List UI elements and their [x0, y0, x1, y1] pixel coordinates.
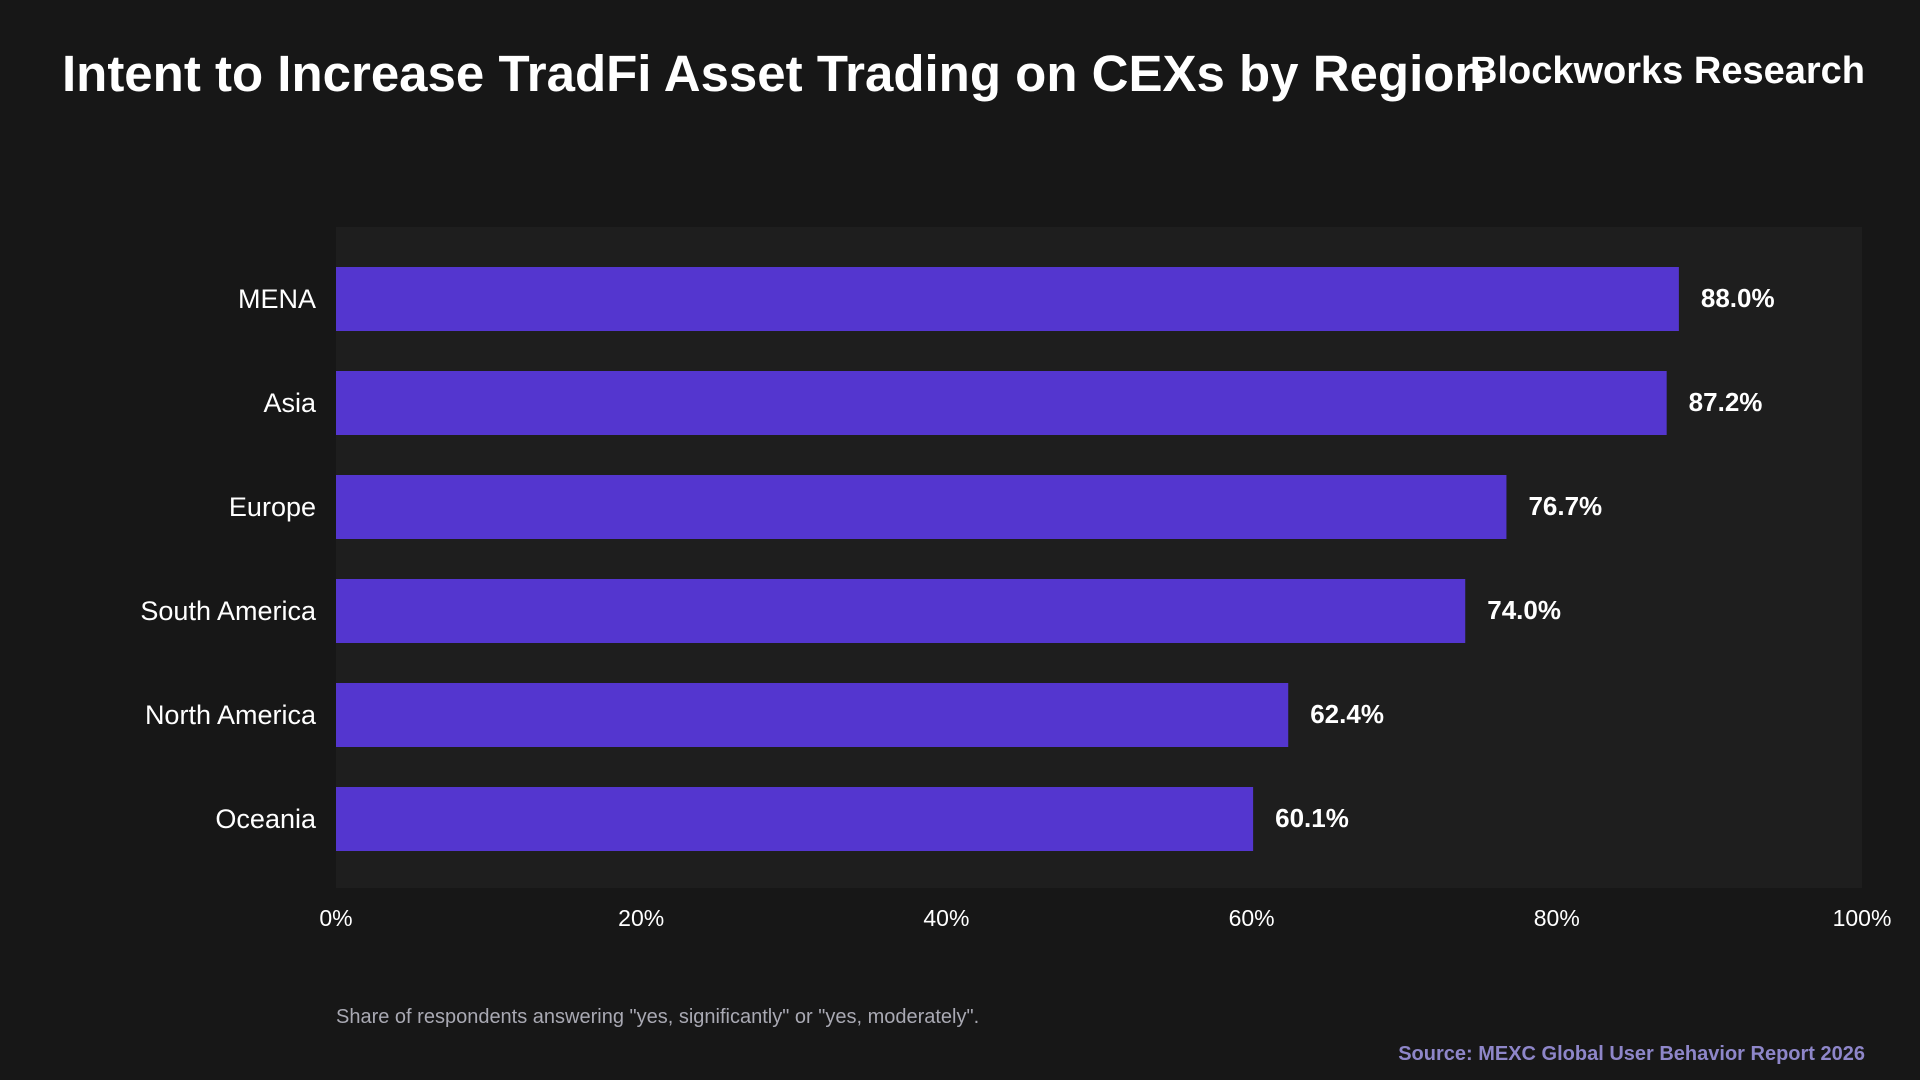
x-tick-label: 20% [618, 905, 664, 931]
category-label: Europe [229, 492, 316, 522]
bar [336, 371, 1667, 435]
category-label: Asia [263, 388, 317, 418]
plot-area [336, 227, 1862, 888]
source-note: Source: MEXC Global User Behavior Report… [1398, 1043, 1865, 1065]
x-tick-label: 0% [319, 905, 352, 931]
category-label: South America [140, 596, 317, 626]
brand-name: Blockworks Research [1470, 50, 1865, 92]
bar [336, 579, 1466, 643]
data-label: 88.0% [1701, 283, 1775, 313]
data-label: 76.7% [1528, 491, 1602, 521]
data-label: 60.1% [1275, 803, 1349, 833]
category-label: North America [145, 700, 317, 730]
data-label: 62.4% [1310, 699, 1384, 729]
x-tick-label: 100% [1833, 905, 1892, 931]
category-label: Oceania [215, 804, 317, 834]
x-tick-label: 60% [1229, 905, 1275, 931]
data-label: 74.0% [1487, 595, 1561, 625]
bar [336, 787, 1254, 851]
bar [336, 267, 1679, 331]
x-tick-label: 40% [923, 905, 969, 931]
data-label: 87.2% [1689, 387, 1763, 417]
footnote: Share of respondents answering "yes, sig… [336, 1006, 980, 1028]
bar [336, 683, 1289, 747]
x-tick-label: 80% [1534, 905, 1580, 931]
bar [336, 475, 1507, 539]
category-label: MENA [238, 284, 316, 314]
chart-title: Intent to Increase TradFi Asset Trading … [62, 45, 1486, 102]
